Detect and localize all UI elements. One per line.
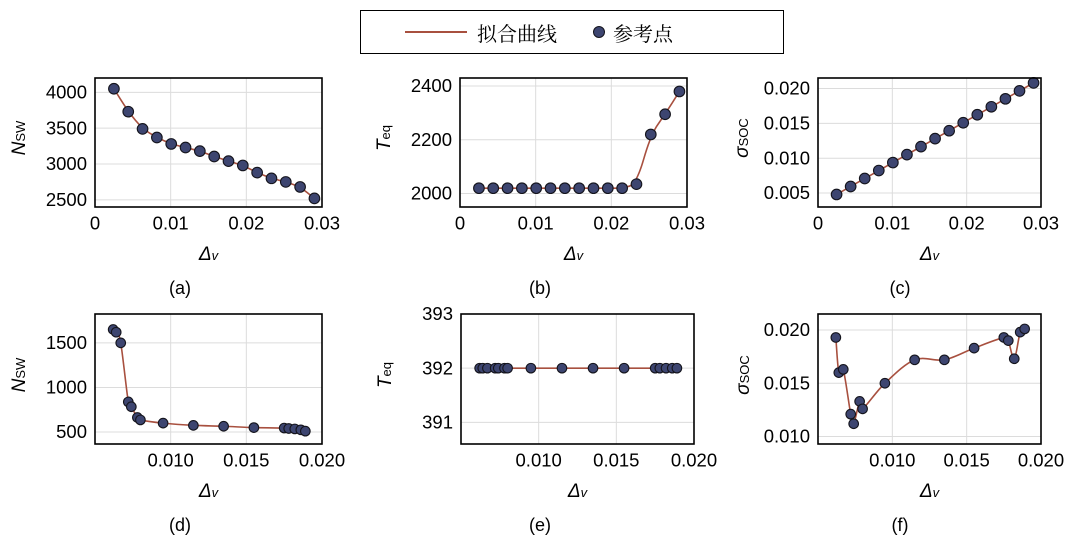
svg-text:3500: 3500: [46, 117, 87, 138]
svg-text:0.02: 0.02: [949, 213, 985, 234]
svg-text:392: 392: [422, 357, 453, 378]
svg-text:0.03: 0.03: [1023, 213, 1059, 234]
svg-text:0.03: 0.03: [304, 213, 340, 234]
svg-text:1000: 1000: [46, 377, 87, 398]
svg-text:0.010: 0.010: [869, 450, 915, 471]
svg-text:0.02: 0.02: [228, 213, 264, 234]
svg-text:0: 0: [455, 213, 465, 234]
svg-text:0: 0: [90, 213, 100, 234]
svg-text:0.010: 0.010: [516, 450, 562, 471]
svg-text:2000: 2000: [411, 183, 452, 204]
svg-text:2200: 2200: [411, 129, 452, 150]
svg-text:0.020: 0.020: [764, 319, 810, 340]
svg-text:0.015: 0.015: [593, 450, 639, 471]
svg-text:0.005: 0.005: [764, 182, 810, 203]
svg-text:0.015: 0.015: [764, 112, 810, 133]
svg-text:0.015: 0.015: [944, 450, 990, 471]
svg-text:0.020: 0.020: [299, 450, 345, 471]
svg-text:0.010: 0.010: [148, 450, 194, 471]
svg-text:0.010: 0.010: [764, 426, 810, 447]
svg-text:0.020: 0.020: [1018, 450, 1064, 471]
svg-text:0.020: 0.020: [764, 78, 810, 99]
svg-text:0.03: 0.03: [669, 213, 705, 234]
svg-text:0.01: 0.01: [153, 213, 189, 234]
svg-text:500: 500: [56, 421, 87, 442]
svg-text:0.015: 0.015: [764, 372, 810, 393]
svg-text:0.02: 0.02: [593, 213, 629, 234]
svg-text:2400: 2400: [411, 75, 452, 96]
svg-text:3000: 3000: [46, 153, 87, 174]
svg-text:0: 0: [813, 213, 823, 234]
svg-text:0.015: 0.015: [223, 450, 269, 471]
svg-text:0.010: 0.010: [764, 147, 810, 168]
svg-text:393: 393: [422, 303, 453, 324]
svg-text:0.01: 0.01: [518, 213, 554, 234]
svg-text:1500: 1500: [46, 332, 87, 353]
svg-text:391: 391: [422, 411, 453, 432]
svg-text:0.020: 0.020: [671, 450, 717, 471]
svg-text:2500: 2500: [46, 189, 87, 210]
svg-text:0.01: 0.01: [874, 213, 910, 234]
svg-text:4000: 4000: [46, 81, 87, 102]
